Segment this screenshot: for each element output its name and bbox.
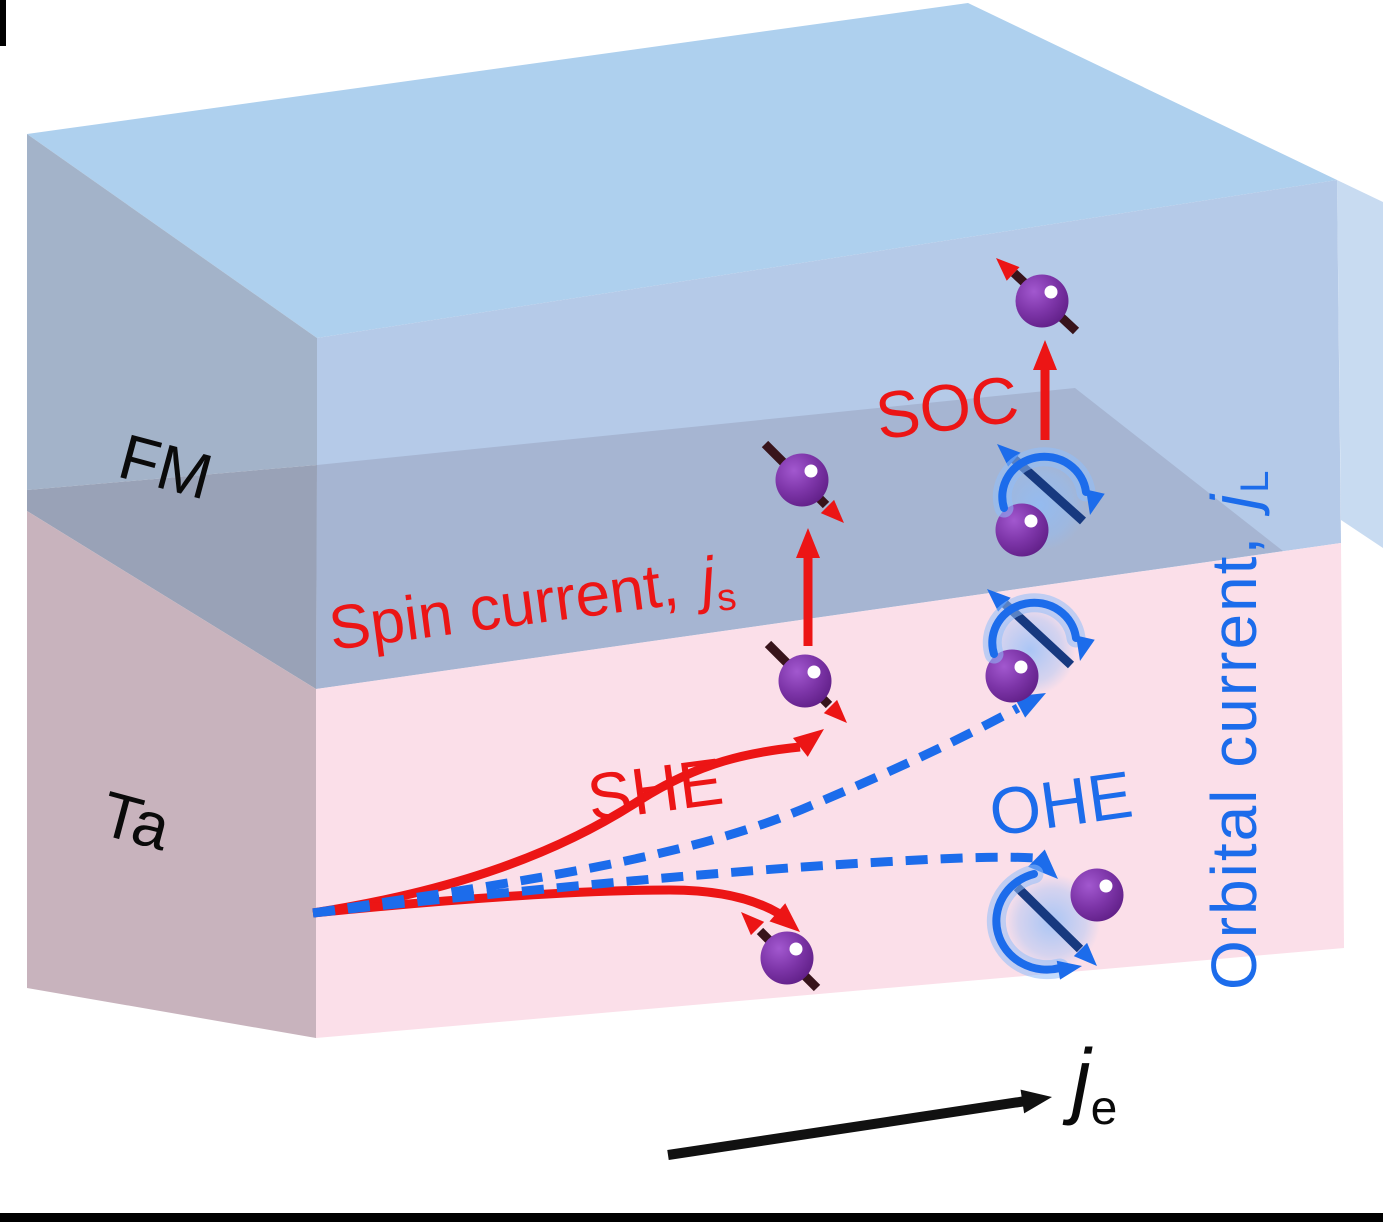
sphere-highlight [807, 665, 821, 679]
fm-left-face-upper [27, 134, 317, 490]
electron-sphere [778, 654, 832, 708]
spin-electron-interface [761, 440, 851, 530]
box-right-face [1337, 180, 1383, 548]
orbital-rotation-arc-icon [992, 870, 1064, 974]
sphere-highlight [1099, 879, 1113, 893]
je-subscript: e [1091, 1082, 1118, 1135]
orbital-rotation-arc-icon [988, 598, 1080, 658]
ohe-trajectory-down [312, 852, 1037, 918]
electron-sphere [1070, 868, 1124, 922]
she-trajectory-up [312, 742, 801, 918]
orbital-axis [1013, 883, 1084, 953]
sphere-highlight [804, 464, 818, 478]
spin-electron-top [989, 251, 1080, 335]
ohe-trajectory-up [312, 704, 1021, 918]
fm-left-face-lower [27, 465, 317, 689]
ta-left-face [27, 511, 316, 1038]
charge-current-arrow [667, 1096, 1027, 1160]
orbital-electron-bottom [986, 864, 1124, 980]
spin-electron-ta [764, 640, 854, 730]
orbital-electron-ta [980, 582, 1095, 703]
orbital-current-subscript: L [1233, 469, 1277, 493]
sphere-highlight [1024, 514, 1038, 528]
orbital-rotation-arc-icon [998, 452, 1090, 512]
electron-sphere [760, 931, 814, 985]
frame-mark [0, 0, 6, 46]
electron-sphere [1015, 274, 1069, 328]
she-label: SHE [583, 744, 727, 835]
sphere-highlight [1014, 660, 1028, 674]
spin-electron-bottom [734, 905, 821, 992]
sphere-highlight [789, 942, 803, 956]
orbital-current-text: Orbital current, [1198, 515, 1270, 990]
orbital-electron-interface [990, 437, 1105, 557]
bottom-border [0, 1213, 1383, 1222]
she-trajectory-down [312, 885, 781, 918]
fm-top-face [27, 3, 1337, 338]
electron-sphere [775, 453, 829, 507]
sphere-highlight [1044, 285, 1058, 299]
orbital-current-label: Orbital current, jL [1198, 469, 1277, 991]
